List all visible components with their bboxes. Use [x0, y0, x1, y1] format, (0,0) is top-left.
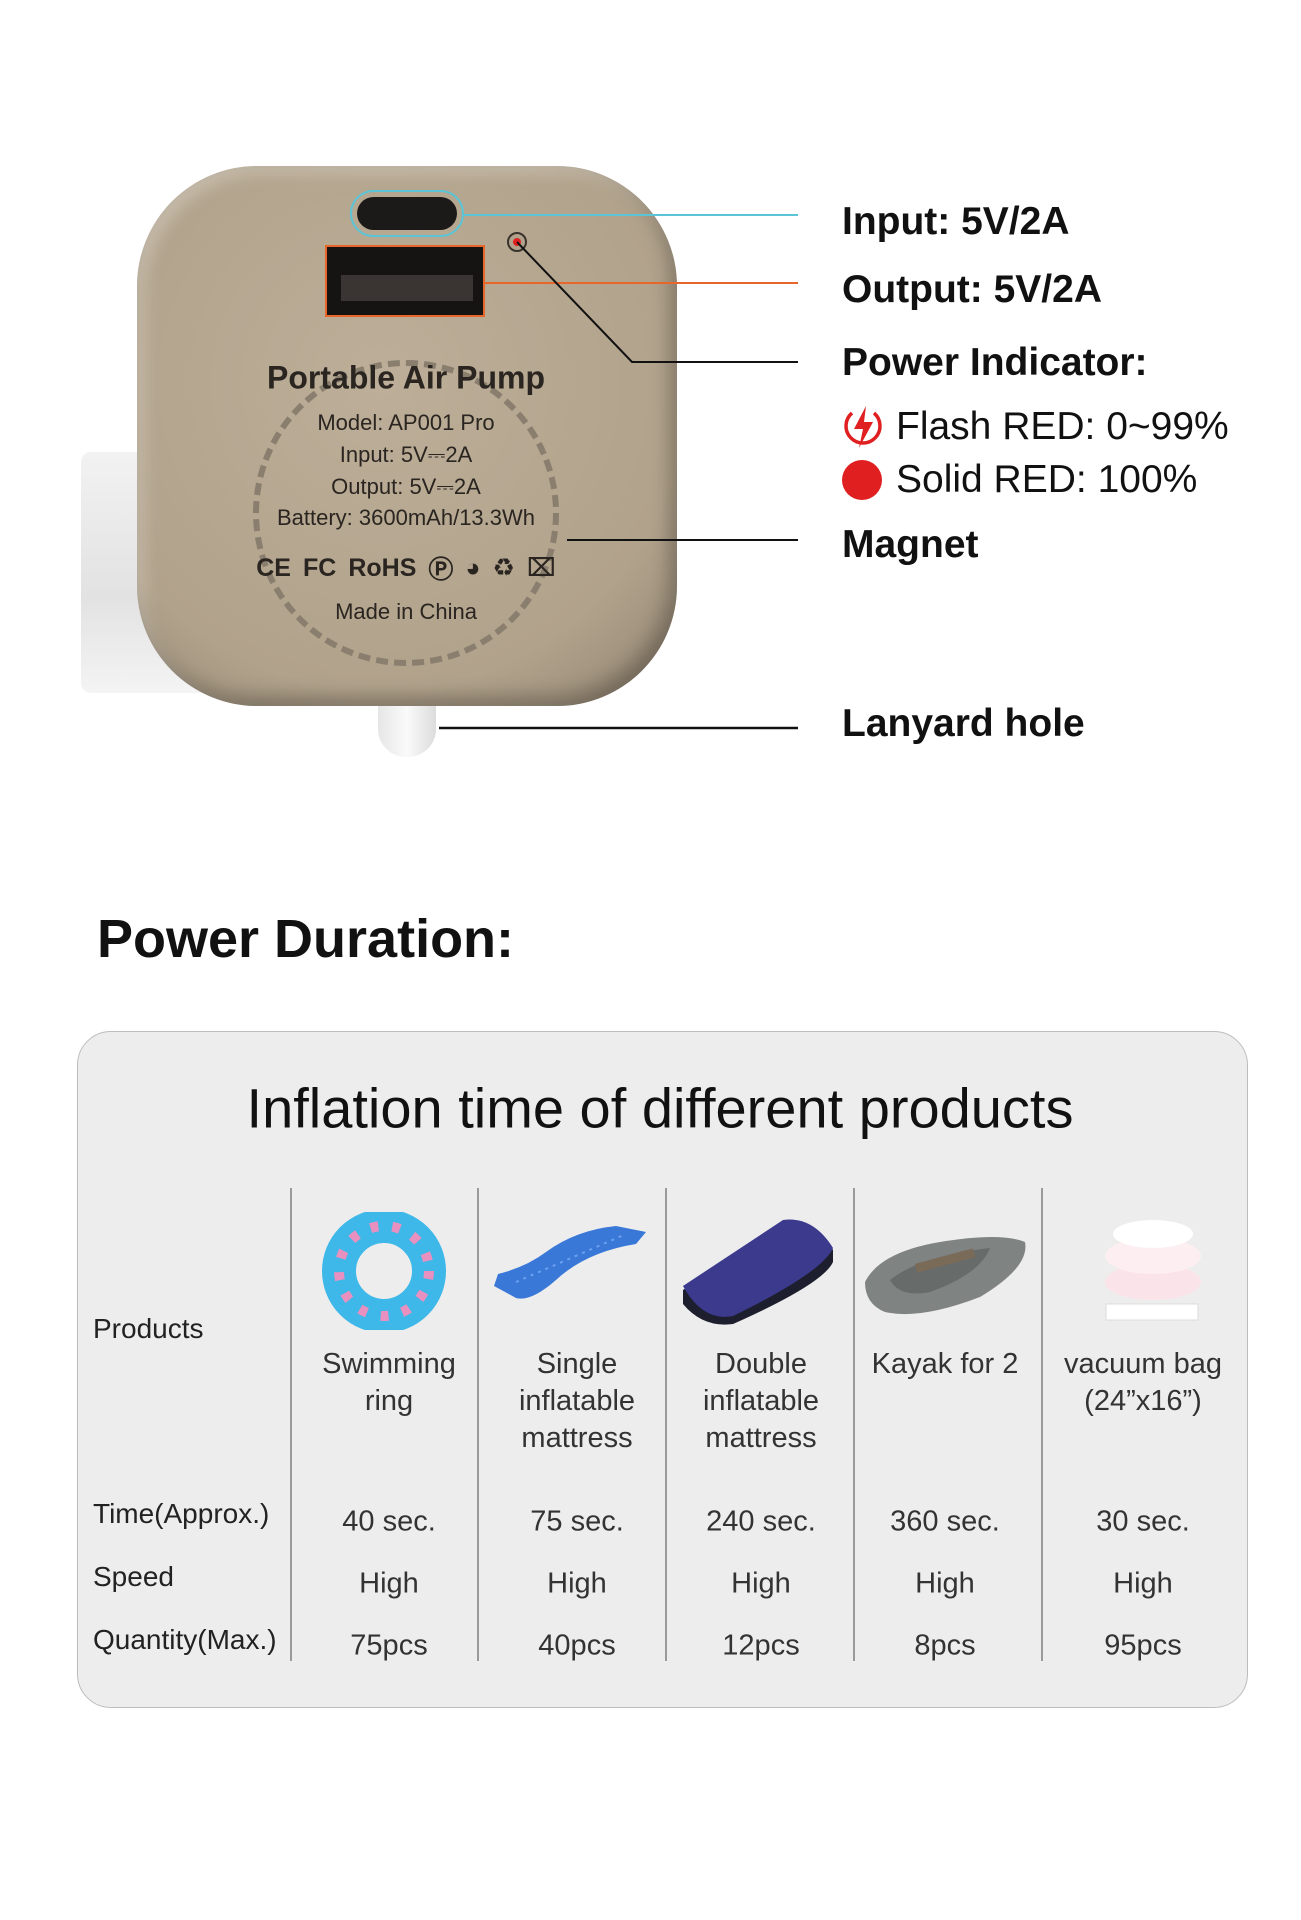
row-label-speed: Speed	[93, 1561, 174, 1592]
row-label-quantity: Quantity(Max.)	[93, 1624, 277, 1655]
time-cell: 30 sec.	[1096, 1505, 1190, 1538]
row-label-products: Products	[93, 1313, 204, 1344]
inflation-table-card	[77, 1031, 1248, 1708]
double-mattress-image	[683, 1219, 833, 1325]
solid-dot-icon	[842, 460, 882, 500]
swimming-ring-image	[322, 1212, 446, 1330]
speed-cell: High	[731, 1567, 791, 1600]
product-name-double-mattress: Double inflatable mattress	[702, 1348, 820, 1454]
product-name-swimming-ring: Swimming ring	[322, 1348, 456, 1417]
pse-icon: Ⓟ	[428, 556, 454, 584]
power-indicator-label: Power Indicator:	[842, 341, 1148, 384]
column-divider	[853, 1188, 855, 1661]
recycle-icon: ♻	[492, 554, 515, 582]
callout-lines	[439, 214, 798, 730]
speed-cell: High	[359, 1567, 419, 1600]
time-cell: 75 sec.	[530, 1505, 624, 1538]
single-mattress-image	[494, 1226, 646, 1299]
time-cell: 360 sec.	[890, 1505, 1000, 1538]
certification-marks: CE FC RoHS Ⓟ ◕ ♻ ⌧	[256, 550, 555, 586]
quantity-cell: 8pcs	[914, 1629, 976, 1662]
rohs-mark: RoHS	[348, 553, 417, 582]
magnet-ring	[253, 360, 559, 666]
table-title: Inflation time of different products	[246, 1076, 1074, 1140]
green-dot-icon: ◕	[465, 553, 481, 582]
weee-bin-icon: ⌧	[526, 554, 556, 582]
product-name-vacuum-bag: vacuum bag (24”x16”)	[1064, 1348, 1222, 1417]
column-divider	[665, 1188, 667, 1661]
ce-mark: CE	[256, 553, 291, 582]
speed-cell: High	[915, 1567, 975, 1600]
pump-input: Input: 5V⎓2A	[339, 442, 473, 467]
product-name-single-mattress: Single inflatable mattress	[518, 1348, 636, 1454]
column-divider	[477, 1188, 479, 1661]
column-divider	[290, 1188, 292, 1661]
usb-c-port	[350, 190, 464, 237]
lanyard-label: Lanyard hole	[842, 702, 1085, 745]
quantity-cell: 75pcs	[350, 1629, 428, 1662]
section-title: Power Duration:	[97, 909, 515, 969]
fcc-mark: FC	[302, 553, 337, 582]
product-name-kayak: Kayak for 2	[871, 1348, 1019, 1380]
output-label: Output: 5V/2A	[842, 268, 1102, 311]
pump-battery: Battery: 3600mAh/13.3Wh	[276, 505, 536, 530]
magnet-label: Magnet	[842, 523, 979, 566]
time-cell: 40 sec.	[342, 1505, 436, 1538]
indicator-callout-line	[516, 241, 798, 363]
time-cell: 240 sec.	[706, 1505, 816, 1538]
pump-output: Output: 5V⎓2A	[331, 474, 481, 499]
pump-illustration: Portable Air Pump Model: AP001 Pro Input…	[0, 0, 800, 780]
flash-red-text: Flash RED: 0~99%	[896, 405, 1229, 448]
flash-icon	[844, 406, 882, 448]
column-divider	[1041, 1188, 1043, 1661]
pump-made-in: Made in China	[335, 599, 477, 624]
solid-red-row: Solid RED: 100%	[842, 458, 1197, 502]
quantity-cell: 95pcs	[1104, 1629, 1182, 1662]
speed-cell: High	[1113, 1567, 1173, 1600]
flash-red-row: Flash RED: 0~99%	[842, 404, 1229, 450]
kayak-image	[865, 1237, 1026, 1315]
pump-model: Model: AP001 Pro	[317, 410, 495, 435]
quantity-cell: 12pcs	[722, 1629, 800, 1662]
quantity-cell: 40pcs	[538, 1629, 616, 1662]
vacuum-bag-image	[1105, 1220, 1201, 1321]
speed-cell: High	[547, 1567, 607, 1600]
usb-a-port	[325, 245, 485, 317]
solid-red-text: Solid RED: 100%	[896, 458, 1198, 501]
row-label-time: Time(Approx.)	[93, 1498, 270, 1529]
pump-title: Portable Air Pump	[267, 359, 545, 396]
input-label: Input: 5V/2A	[842, 200, 1070, 243]
